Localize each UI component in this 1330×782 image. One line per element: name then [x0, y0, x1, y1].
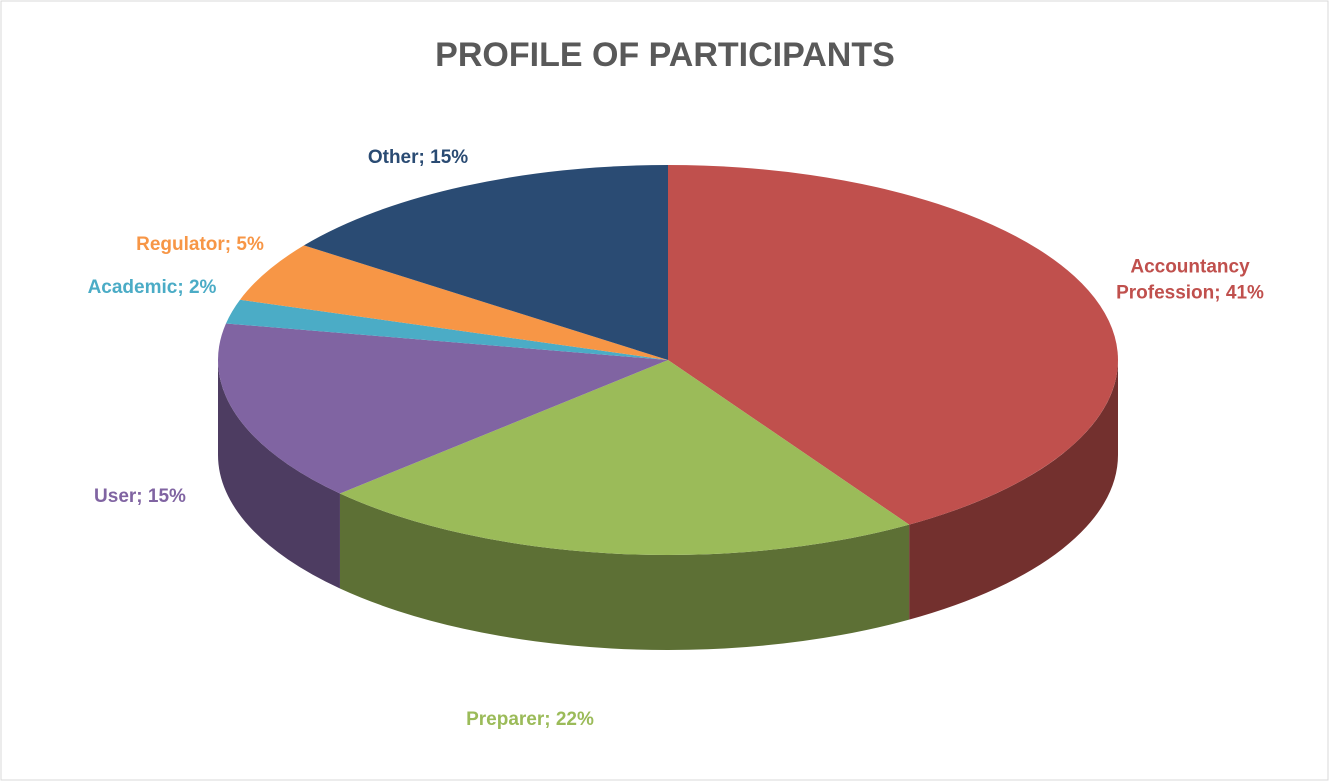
slice [240, 245, 668, 360]
data-label: Academic; 2% [87, 277, 217, 299]
slice-side [909, 360, 1118, 620]
slice [217, 323, 668, 494]
data-label: User; 15% [94, 486, 186, 508]
slice-side [218, 360, 340, 589]
data-label: Accountancy Profession; 41% [1116, 256, 1264, 303]
data-label: Regulator; 5% [136, 234, 264, 256]
chart-title: PROFILE OF PARTICIPANTS [435, 36, 895, 74]
slice-side [339, 493, 910, 650]
slice [303, 165, 668, 360]
slice [339, 360, 910, 555]
slice [225, 299, 668, 360]
data-label: Other; 15% [367, 147, 469, 169]
data-label: Preparer; 22% [466, 709, 594, 731]
slice [668, 165, 1118, 525]
